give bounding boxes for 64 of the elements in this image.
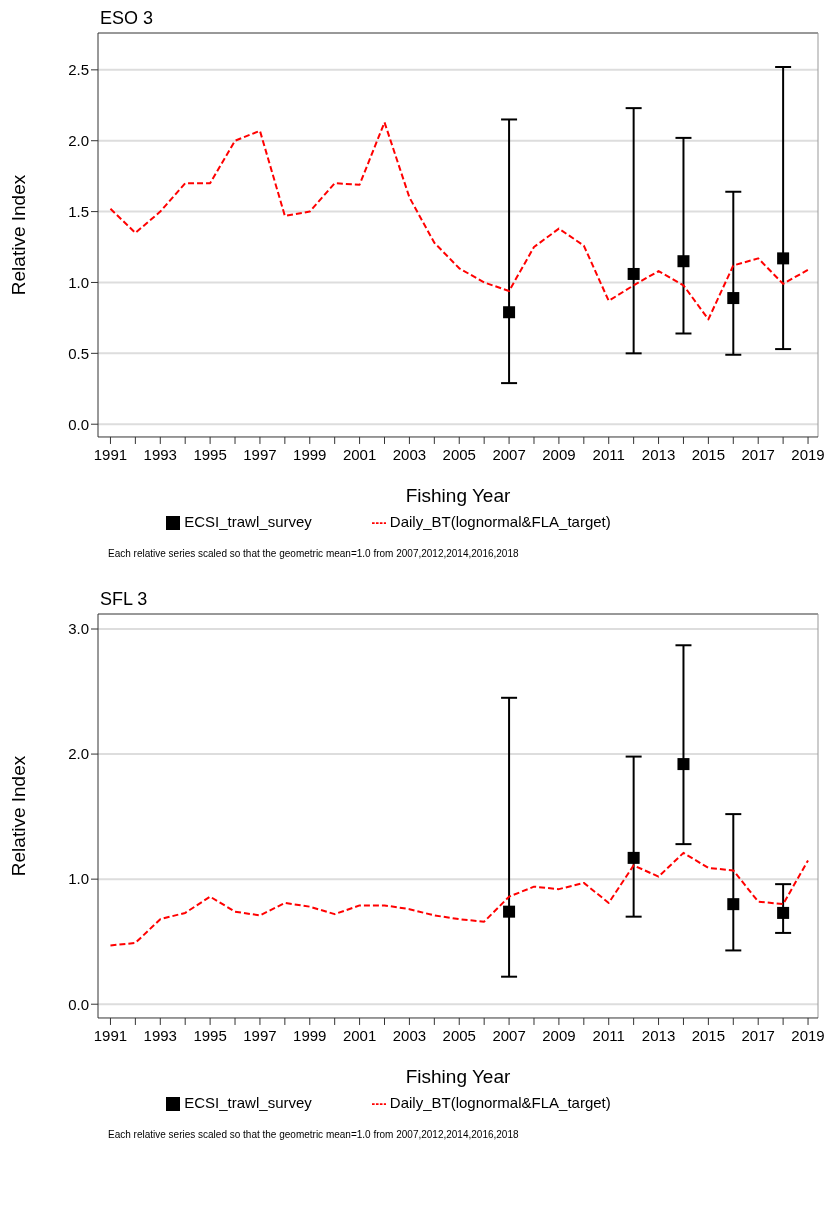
y-tick-label: 2.0 bbox=[68, 132, 89, 150]
x-tick-label: 2005 bbox=[442, 1026, 476, 1044]
point bbox=[727, 898, 740, 911]
line-series bbox=[109, 121, 810, 321]
x-tick-label: 1999 bbox=[293, 445, 327, 463]
x-tick-label: 2017 bbox=[741, 1026, 775, 1044]
y-tick-label: 0.0 bbox=[68, 415, 89, 433]
x-tick-label: 2013 bbox=[641, 445, 676, 463]
x-tick-label: 2009 bbox=[542, 445, 576, 463]
text: Each relative series scaled so that the geometric mean=1.0 from 2007,2012,2014,2016,2018 bbox=[108, 1129, 520, 1140]
point bbox=[777, 906, 790, 919]
y-tick-label: 0.0 bbox=[68, 995, 89, 1013]
point bbox=[677, 255, 690, 268]
point bbox=[503, 306, 516, 319]
line-series bbox=[109, 851, 810, 947]
x-tick-label: 1995 bbox=[193, 445, 227, 463]
x-tick-label: 2011 bbox=[592, 445, 625, 463]
y-tick-label: 2.0 bbox=[68, 745, 89, 763]
x-tick-label: 2015 bbox=[691, 1026, 726, 1044]
y-axis-title: Relative Index bbox=[7, 755, 29, 877]
legend-label: ECSI_trawl_survey bbox=[184, 1093, 312, 1111]
point bbox=[677, 758, 690, 771]
point bbox=[727, 292, 740, 305]
point bbox=[627, 267, 640, 280]
x-axis-title: Fishing Year bbox=[405, 1065, 511, 1087]
y-tick-label: 1.0 bbox=[68, 273, 89, 291]
y-tick-label: 2.5 bbox=[68, 61, 89, 79]
x-tick-label: 2019 bbox=[791, 1026, 825, 1044]
x-tick-label: 2001 bbox=[342, 1026, 377, 1044]
x-tick-label: 2009 bbox=[542, 1026, 576, 1044]
x-tick-label: 1991 bbox=[93, 1026, 128, 1044]
x-tick-label: 2011 bbox=[592, 1026, 625, 1044]
x-axis-title: Fishing Year bbox=[405, 484, 511, 506]
point bbox=[503, 905, 516, 918]
y-tick-label: 1.0 bbox=[68, 870, 89, 888]
x-tick-label: 1995 bbox=[193, 1026, 227, 1044]
x-tick-label: 2013 bbox=[641, 1026, 676, 1044]
y-tick-label: 1.5 bbox=[68, 202, 89, 220]
legend-label: ECSI_trawl_survey bbox=[184, 512, 312, 530]
x-tick-label: 2001 bbox=[342, 445, 377, 463]
legend-label: Daily_BT(lognormal&FLA_target) bbox=[389, 512, 611, 530]
x-tick-label: 1999 bbox=[293, 1026, 327, 1044]
x-tick-label: 1991 bbox=[93, 445, 128, 463]
chart-title: SFL 3 bbox=[100, 589, 149, 611]
y-tick-label: 0.5 bbox=[68, 344, 89, 362]
x-tick-label: 2007 bbox=[492, 1026, 526, 1044]
point bbox=[777, 252, 790, 265]
x-tick-label: 2019 bbox=[791, 445, 825, 463]
x-tick-label: 1993 bbox=[143, 1026, 177, 1044]
chart-title: ESO 3 bbox=[100, 8, 155, 30]
x-tick-label: 2015 bbox=[691, 445, 726, 463]
x-tick-label: 1993 bbox=[143, 445, 177, 463]
legend-label: Daily_BT(lognormal&FLA_target) bbox=[389, 1093, 611, 1111]
x-tick-label: 2005 bbox=[442, 445, 476, 463]
point bbox=[627, 851, 640, 864]
text: Each relative series scaled so that the geometric mean=1.0 from 2007,2012,2014,2016,2018 bbox=[108, 548, 520, 559]
x-tick-label: 1997 bbox=[243, 445, 277, 463]
x-tick-label: 2017 bbox=[741, 445, 775, 463]
y-axis-title: Relative Index bbox=[7, 174, 29, 296]
x-tick-label: 2007 bbox=[492, 445, 526, 463]
y-tick-label: 3.0 bbox=[68, 620, 89, 638]
x-tick-label: 1997 bbox=[243, 1026, 277, 1044]
x-tick-label: 2003 bbox=[392, 445, 427, 463]
x-tick-label: 2003 bbox=[392, 1026, 427, 1044]
